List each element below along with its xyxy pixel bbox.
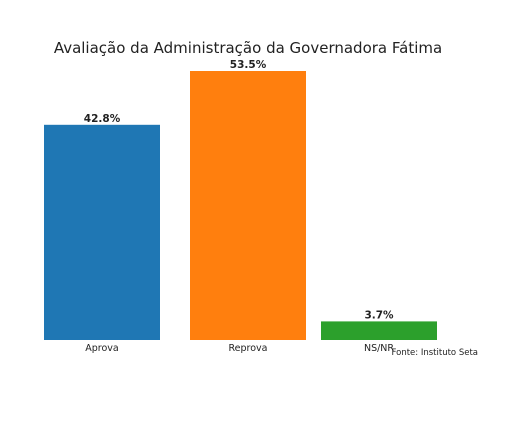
x-tick-aprova: Aprova [85, 343, 118, 354]
bar-ns-nr [321, 321, 437, 340]
x-tick-reprova: Reprova [228, 343, 267, 354]
x-tick-ns-nr: NS/NR [364, 343, 394, 354]
bar-aprova [44, 124, 160, 340]
chart-title: Avaliação da Administração da Governador… [54, 39, 442, 57]
value-label-reprova: 53.5% [230, 59, 267, 71]
value-label-ns-nr: 3.7% [364, 309, 394, 321]
source-note: Fonte: Instituto Seta [392, 348, 478, 358]
bar-reprova [190, 71, 306, 340]
bars-group: 42.8% Aprova 53.5% Reprova 3.7% NS/NR [44, 59, 437, 354]
value-label-aprova: 42.8% [84, 113, 121, 125]
